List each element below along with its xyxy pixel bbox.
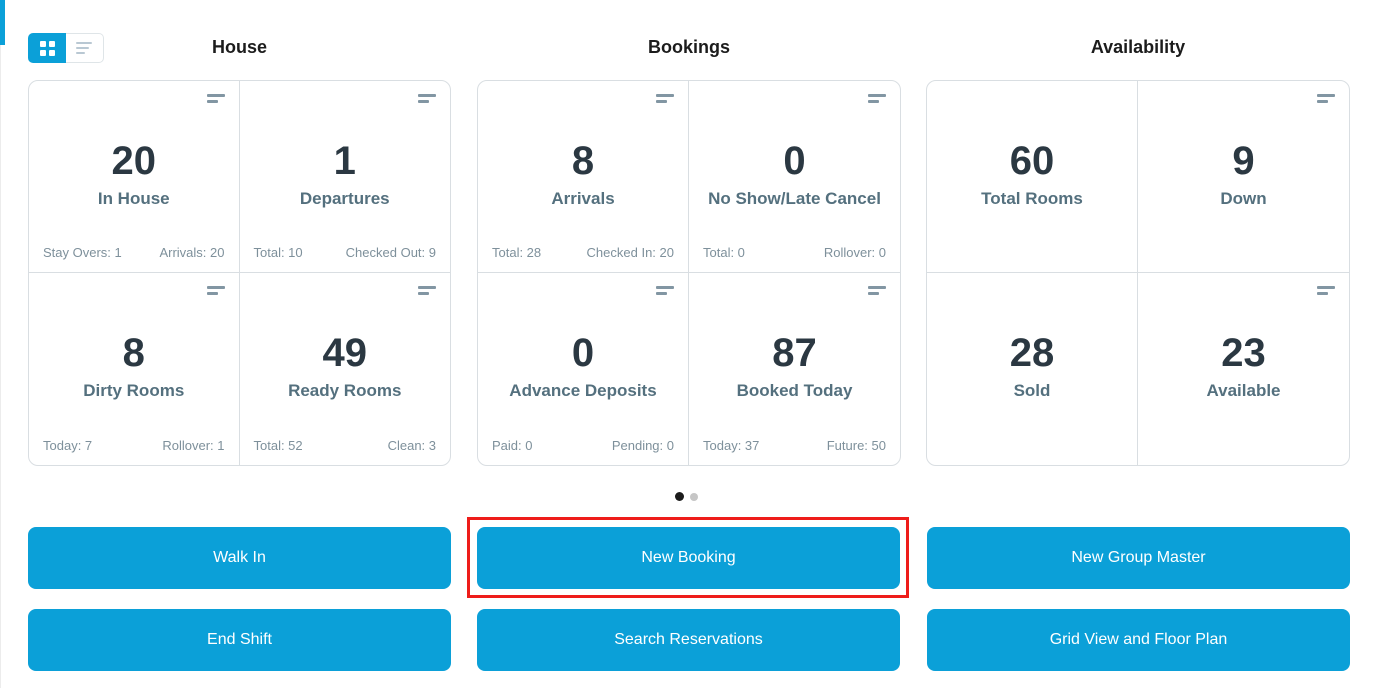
tile-menu-icon[interactable] [656, 94, 674, 103]
tile-menu-icon[interactable] [418, 94, 436, 103]
stat-left: Today: 37 [703, 438, 760, 453]
tile-value: 8 [571, 138, 595, 183]
tile-label: In House [97, 188, 170, 208]
tile-value: 1 [333, 138, 356, 183]
stat-right: Pending: 0 [611, 438, 674, 453]
view-toggle [28, 33, 104, 63]
section-title-bookings: Bookings [647, 37, 730, 57]
stat-left: Total: 10 [253, 245, 303, 260]
carousel-dots [0, 492, 1373, 501]
tile-dirty-rooms[interactable]: 8 Dirty Rooms Today: 7 Rollover: 1 [29, 273, 240, 465]
tile-stats: Total: 10 Checked Out: 9 [254, 245, 437, 260]
tile-label: Departures [299, 188, 390, 208]
stat-left: Total: 0 [703, 245, 745, 260]
tile-available[interactable]: 23 Available [1138, 273, 1349, 465]
stat-right: Checked Out: 9 [345, 245, 436, 260]
tile-stats: Total: 28 Checked In: 20 [492, 245, 674, 260]
new-booking-button[interactable]: New Booking [477, 527, 900, 589]
tile-value: 9 [1232, 138, 1255, 183]
tile-value: 87 [772, 331, 817, 375]
tile-menu-icon[interactable] [206, 286, 225, 295]
tile-no-show-late-cancel[interactable]: 0 No Show/Late Cancel Total: 0 Rollover:… [689, 81, 900, 273]
tile-total-rooms[interactable]: 60 Total Rooms [927, 81, 1138, 273]
stat-right: Future: 50 [826, 438, 886, 453]
tile-value: 8 [122, 331, 145, 375]
stat-left: Paid: 0 [492, 438, 533, 453]
grid-view-icon [39, 40, 55, 56]
tile-label: Booked Today [736, 381, 853, 400]
tile-value: 49 [322, 331, 368, 375]
tile-menu-icon[interactable] [418, 286, 436, 295]
tile-stats: Total: 52 Clean: 3 [254, 438, 437, 453]
tile-label: Sold [1013, 381, 1051, 400]
carousel-dot-2[interactable] [690, 492, 698, 501]
tile-arrivals[interactable]: 8 Arrivals Total: 28 Checked In: 20 [478, 81, 689, 273]
tile-stats: Total: 0 Rollover: 0 [703, 245, 886, 260]
tile-menu-icon[interactable] [868, 286, 886, 295]
tile-menu-icon[interactable] [1317, 94, 1335, 103]
search-reservations-button[interactable]: Search Reservations [477, 609, 900, 671]
tile-menu-icon[interactable] [206, 94, 225, 103]
grid-view-button[interactable] [28, 33, 66, 63]
tile-value: 28 [1009, 331, 1055, 375]
tile-departures[interactable]: 1 Departures Total: 10 Checked Out: 9 [239, 81, 450, 273]
tile-label: Total Rooms [981, 188, 1083, 208]
tile-sold[interactable]: 28 Sold [927, 273, 1138, 465]
tile-in-house[interactable]: 20 In House Stay Overs: 1 Arrivals: 20 [29, 81, 240, 273]
bookings-panel: 8 Arrivals Total: 28 Checked In: 20 0 No… [477, 80, 901, 466]
stat-left: Stay Overs: 1 [43, 245, 122, 260]
walk-in-button[interactable]: Walk In [28, 527, 451, 589]
tile-stats: Stay Overs: 1 Arrivals: 20 [43, 245, 225, 260]
list-view-button[interactable] [66, 33, 104, 63]
tile-value: 23 [1221, 331, 1266, 375]
end-shift-button[interactable]: End Shift [28, 609, 451, 671]
tile-value: 0 [783, 138, 806, 183]
tile-label: Advance Deposits [509, 381, 657, 400]
tile-booked-today[interactable]: 87 Booked Today Today: 37 Future: 50 [689, 273, 900, 465]
stat-right: Rollover: 1 [162, 438, 225, 453]
house-panel: 20 In House Stay Overs: 1 Arrivals: 20 1… [28, 80, 451, 466]
tile-ready-rooms[interactable]: 49 Ready Rooms Total: 52 Clean: 3 [240, 273, 451, 465]
carousel-dot-1[interactable] [675, 492, 684, 501]
stat-right: Rollover: 0 [823, 245, 886, 260]
stat-left: Total: 28 [492, 245, 542, 260]
tile-value: 60 [1009, 138, 1055, 183]
new-group-master-button[interactable]: New Group Master [927, 527, 1350, 589]
tile-label: Available [1206, 381, 1281, 400]
tile-label: Ready Rooms [288, 381, 402, 400]
tile-menu-icon[interactable] [1317, 286, 1335, 295]
stat-left: Total: 52 [253, 438, 303, 453]
tile-label: Arrivals [551, 188, 615, 208]
tile-menu-icon[interactable] [868, 94, 886, 103]
tile-value: 20 [111, 138, 157, 183]
tile-label: No Show/Late Cancel [708, 188, 881, 208]
list-view-icon [76, 42, 93, 54]
section-title-house: House [211, 37, 267, 57]
availability-panel: 60 Total Rooms 9 Down 28 Sold 23 Availab… [926, 80, 1350, 466]
tile-down[interactable]: 9 Down [1138, 81, 1349, 273]
section-title-availability: Availability [1090, 37, 1186, 57]
stat-right: Clean: 3 [387, 438, 436, 453]
left-edge-divider [0, 0, 1, 688]
tile-stats: Today: 37 Future: 50 [703, 438, 886, 453]
tile-label: Down [1220, 188, 1267, 208]
tile-advance-deposits[interactable]: 0 Advance Deposits Paid: 0 Pending: 0 [478, 273, 689, 465]
tile-stats: Paid: 0 Pending: 0 [492, 438, 674, 453]
tile-label: Dirty Rooms [83, 381, 185, 400]
grid-view-floor-plan-button[interactable]: Grid View and Floor Plan [927, 609, 1350, 671]
tile-menu-icon[interactable] [656, 286, 674, 295]
tile-value: 0 [571, 331, 595, 375]
stat-right: Checked In: 20 [586, 245, 674, 260]
tile-stats: Today: 7 Rollover: 1 [43, 438, 225, 453]
left-accent-bar [0, 0, 5, 45]
stat-left: Today: 7 [43, 438, 93, 453]
stat-right: Arrivals: 20 [159, 245, 225, 260]
